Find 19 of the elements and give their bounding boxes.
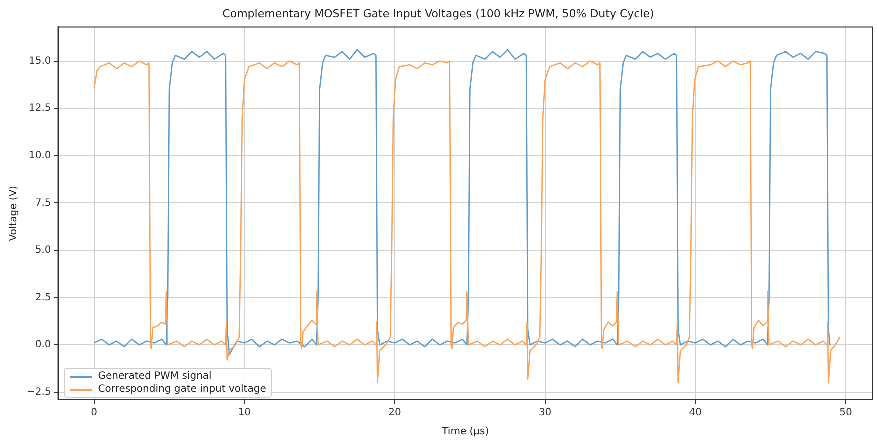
x-tick-label: 10 — [238, 408, 252, 419]
x-tick-label: 0 — [91, 408, 98, 419]
y-tick-label: 12.5 — [29, 103, 52, 114]
x-tick-label: 20 — [388, 408, 402, 419]
chart-title: Complementary MOSFET Gate Input Voltages (100 kHz PWM, 50% Duty Cycle) — [222, 7, 654, 20]
legend-label: Generated PWM signal — [98, 370, 212, 383]
x-tick-label: 40 — [689, 408, 702, 419]
y-tick-label: 7.5 — [35, 198, 52, 209]
x-axis-title: Time (µs) — [441, 426, 490, 438]
y-tick-label: 15.0 — [29, 56, 52, 67]
x-tick-label: 30 — [538, 408, 552, 419]
y-tick-label: 5.0 — [35, 245, 52, 256]
y-tick-label: 0.0 — [35, 340, 52, 351]
legend-label: Corresponding gate input voltage — [98, 383, 266, 396]
y-tick-label: 2.5 — [35, 292, 52, 304]
y-axis-title: Voltage (V) — [8, 186, 20, 242]
x-tick-label: 50 — [840, 408, 852, 419]
y-tick-label: 10.0 — [29, 150, 52, 162]
y-tick-label: −2.5 — [26, 387, 52, 398]
